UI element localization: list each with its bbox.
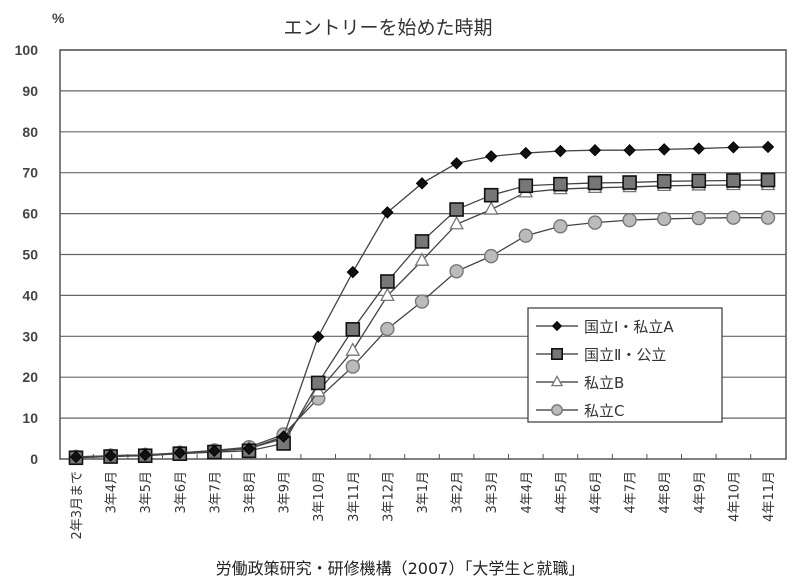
x-tick-label: 3年2月 [451,471,466,514]
y-axis-ticks: 0 10 20 30 40 50 60 70 80 90 100 [15,42,39,467]
y-tick-label: 20 [22,369,38,385]
legend-label: 私立C [584,402,624,420]
legend-label: 国立Ⅰ・私立A [584,318,674,336]
source-caption: 労働政策研究・研修機構（2007）「大学生と就職」 [216,559,585,578]
x-tick-label: 3年12月 [381,471,396,522]
x-tick-label: 3年4月 [105,471,120,514]
y-tick-label: 0 [30,451,38,467]
y-tick-label: 30 [22,328,38,344]
x-tick-label: 3年8月 [243,471,258,514]
y-tick-label: 10 [22,410,38,426]
legend-label: 国立Ⅱ・公立 [584,346,666,364]
y-tick-label: 50 [22,247,38,263]
x-tick-label: 4年9月 [693,471,708,514]
x-tick-label: 4年7月 [624,471,639,514]
x-tick-label: 3年7月 [208,471,223,514]
legend-item: 私立B [536,374,624,392]
x-tick-label: 3年11月 [347,471,362,522]
y-axis-unit-label: % [52,10,65,26]
x-tick-label: 4年10月 [727,471,742,522]
x-tick-label: 4年5月 [554,471,569,514]
plot-frame [59,49,787,460]
y-tick-label: 60 [22,206,38,222]
data-series [68,140,776,466]
x-axis-ticks: 2年3月まで 3年4月 3年5月 3年6月 3年7月 3年8月 3年9月 3年10月 3年11月… [70,454,777,540]
x-tick-label: 2年3月まで [70,471,85,540]
chart-title: エントリーを始めた時期 [283,17,492,39]
legend-item: 私立C [536,402,624,420]
legend-label: 私立B [584,374,624,392]
x-tick-label: 4年4月 [520,471,535,514]
y-tick-label: 90 [22,83,38,99]
series-diamond [69,140,775,464]
y-tick-label: 100 [15,42,39,58]
x-tick-label: 4年6月 [589,471,604,514]
x-tick-label: 3年3月 [485,471,500,514]
legend-item: 国立Ⅱ・公立 [536,346,666,364]
x-tick-label: 3年10月 [312,471,327,522]
x-tick-label: 3年6月 [174,471,189,514]
x-tick-label: 4年8月 [658,471,673,514]
x-tick-label: 3年9月 [278,471,293,514]
y-tick-label: 80 [22,124,38,140]
y-tick-label: 40 [22,287,38,303]
x-tick-label: 3年5月 [139,471,154,514]
x-tick-label: 4年11月 [762,471,777,522]
x-tick-label: 3年1月 [416,471,431,514]
y-tick-label: 70 [22,165,38,181]
legend-item: 国立Ⅰ・私立A [536,318,674,336]
